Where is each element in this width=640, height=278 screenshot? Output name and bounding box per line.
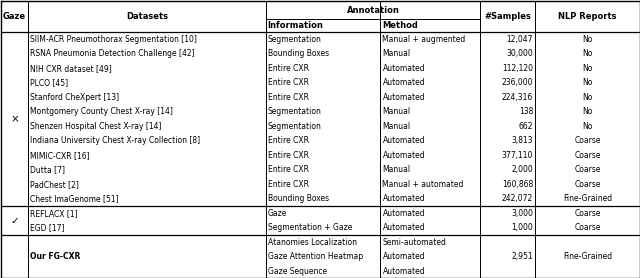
Text: SIIM-ACR Pneumothorax Segmentation [10]: SIIM-ACR Pneumothorax Segmentation [10] (30, 35, 197, 44)
Text: Shenzen Hospital Chest X-ray [14]: Shenzen Hospital Chest X-ray [14] (30, 122, 161, 131)
Text: Entire CXR: Entire CXR (268, 151, 308, 160)
Text: NIH CXR dataset [49]: NIH CXR dataset [49] (30, 64, 112, 73)
Text: PLCO [45]: PLCO [45] (30, 78, 68, 87)
Text: Coarse: Coarse (574, 180, 601, 189)
Text: Bounding Boxes: Bounding Boxes (268, 49, 329, 58)
Text: Entire CXR: Entire CXR (268, 136, 308, 145)
Text: NLP Reports: NLP Reports (558, 12, 617, 21)
Text: Automated: Automated (383, 151, 425, 160)
Text: Coarse: Coarse (574, 165, 601, 174)
Text: EGD [17]: EGD [17] (30, 223, 65, 232)
Text: Automated: Automated (383, 93, 425, 102)
Text: Manual + augmented: Manual + augmented (383, 35, 466, 44)
Text: Coarse: Coarse (574, 151, 601, 160)
Text: Entire CXR: Entire CXR (268, 180, 308, 189)
Text: Segmentation + Gaze: Segmentation + Gaze (268, 223, 352, 232)
Text: Dutta [7]: Dutta [7] (30, 165, 65, 174)
Text: Automated: Automated (383, 78, 425, 87)
Text: Segmentation: Segmentation (268, 107, 321, 116)
Text: No: No (582, 93, 593, 102)
Text: 2,951: 2,951 (511, 252, 533, 261)
Text: Gaze Sequence: Gaze Sequence (268, 267, 327, 276)
Text: Manual: Manual (383, 107, 411, 116)
Text: Gaze Attention Heatmap: Gaze Attention Heatmap (268, 252, 363, 261)
Text: Entire CXR: Entire CXR (268, 78, 308, 87)
Text: Our FG-CXR: Our FG-CXR (30, 252, 81, 261)
Text: Method: Method (383, 21, 419, 30)
Text: Fine-Grained: Fine-Grained (563, 252, 612, 261)
Text: No: No (582, 64, 593, 73)
Text: Indiana University Chest X-ray Collection [8]: Indiana University Chest X-ray Collectio… (30, 136, 200, 145)
Text: 160,868: 160,868 (502, 180, 533, 189)
Text: Automated: Automated (383, 267, 425, 276)
Text: MIMIC-CXR [16]: MIMIC-CXR [16] (30, 151, 90, 160)
Text: No: No (582, 35, 593, 44)
Text: Gaze: Gaze (3, 12, 26, 21)
Text: Semi-automated: Semi-automated (383, 238, 446, 247)
Text: Automated: Automated (383, 223, 425, 232)
Text: Automated: Automated (383, 136, 425, 145)
Text: 242,072: 242,072 (502, 194, 533, 203)
Text: Segmentation: Segmentation (268, 35, 321, 44)
Text: 236,000: 236,000 (502, 78, 533, 87)
Text: Manual + automated: Manual + automated (383, 180, 464, 189)
Text: RSNA Pneumonia Detection Challenge [42]: RSNA Pneumonia Detection Challenge [42] (30, 49, 195, 58)
Text: Automated: Automated (383, 209, 425, 218)
Text: 112,120: 112,120 (502, 64, 533, 73)
Text: $\times$: $\times$ (10, 114, 19, 124)
Text: 377,110: 377,110 (502, 151, 533, 160)
Text: Automated: Automated (383, 252, 425, 261)
Text: Coarse: Coarse (574, 223, 601, 232)
Text: Atanomies Localization: Atanomies Localization (268, 238, 356, 247)
Text: Entire CXR: Entire CXR (268, 165, 308, 174)
Text: 2,000: 2,000 (511, 165, 533, 174)
Text: 3,000: 3,000 (511, 209, 533, 218)
Text: No: No (582, 78, 593, 87)
Text: Montgomery County Chest X-ray [14]: Montgomery County Chest X-ray [14] (30, 107, 173, 116)
Text: Bounding Boxes: Bounding Boxes (268, 194, 329, 203)
Text: Entire CXR: Entire CXR (268, 93, 308, 102)
Text: Automated: Automated (383, 64, 425, 73)
Text: Information: Information (268, 21, 323, 30)
Text: Annotation: Annotation (346, 6, 399, 14)
Text: REFLACX [1]: REFLACX [1] (30, 209, 77, 218)
Text: Segmentation: Segmentation (268, 122, 321, 131)
Text: Manual: Manual (383, 122, 411, 131)
Text: PadChest [2]: PadChest [2] (30, 180, 79, 189)
Text: Manual: Manual (383, 49, 411, 58)
Text: #Samples: #Samples (484, 12, 531, 21)
Text: Datasets: Datasets (126, 12, 168, 21)
Text: 224,316: 224,316 (502, 93, 533, 102)
Text: Coarse: Coarse (574, 136, 601, 145)
Text: 662: 662 (518, 122, 533, 131)
Text: Chest ImaGenome [51]: Chest ImaGenome [51] (30, 194, 118, 203)
Text: No: No (582, 122, 593, 131)
Text: Stanford CheXpert [13]: Stanford CheXpert [13] (30, 93, 119, 102)
Text: No: No (582, 107, 593, 116)
Text: Automated: Automated (383, 194, 425, 203)
Text: 30,000: 30,000 (506, 49, 533, 58)
Text: Coarse: Coarse (574, 209, 601, 218)
Text: $\checkmark$: $\checkmark$ (10, 215, 19, 225)
Text: 138: 138 (519, 107, 533, 116)
Text: Manual: Manual (383, 165, 411, 174)
Text: Fine-Grained: Fine-Grained (563, 194, 612, 203)
Text: 1,000: 1,000 (511, 223, 533, 232)
Text: No: No (582, 49, 593, 58)
Text: Gaze: Gaze (268, 209, 287, 218)
Text: 3,813: 3,813 (511, 136, 533, 145)
Text: 12,047: 12,047 (507, 35, 533, 44)
Text: Entire CXR: Entire CXR (268, 64, 308, 73)
